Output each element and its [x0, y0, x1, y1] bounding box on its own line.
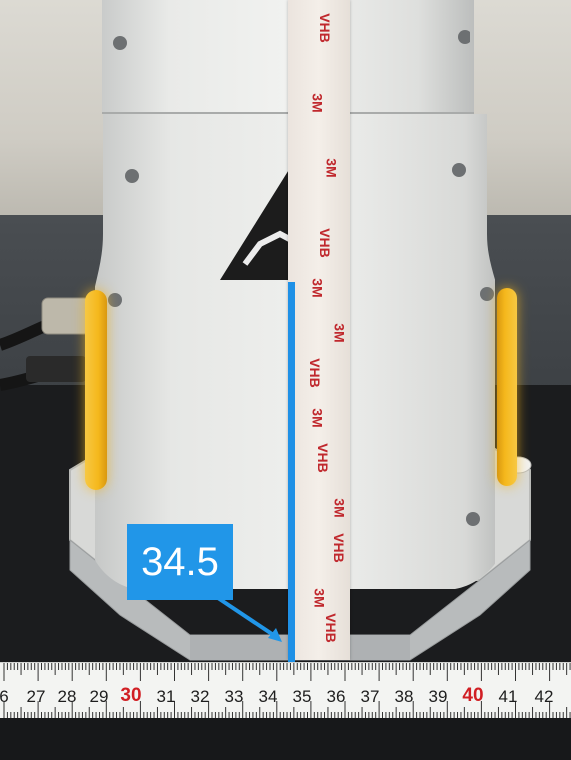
measurement-reading-box: 34.5: [127, 524, 233, 600]
ruler-number: 33: [224, 687, 244, 706]
upper-screws: [113, 30, 470, 50]
ruler-number-highlighted: 30: [120, 685, 142, 706]
tape-brand-mark: 3M: [331, 498, 348, 518]
measuring-tape-ruler: 6 27 28 29 30 31 32 33 34 35 36 37 38 39…: [0, 662, 571, 720]
measurement-indicator-line: [288, 282, 295, 664]
measurement-reading: 34.5: [141, 539, 219, 584]
status-light-left: [85, 290, 107, 490]
tape-product-mark: VHB: [316, 13, 333, 43]
floor-shadow: [0, 718, 571, 760]
tape-brand-mark: 3M: [309, 278, 326, 298]
ruler-number: 38: [394, 687, 414, 706]
ruler-number: 42: [534, 687, 554, 706]
ruler-number: 29: [89, 687, 109, 706]
tape-brand-mark: 3M: [323, 158, 340, 178]
tape-brand-mark: 3M: [311, 588, 328, 608]
ruler-number: 37: [360, 687, 380, 706]
tape-product-mark: VHB: [322, 613, 339, 643]
ruler-number: 32: [190, 687, 210, 706]
ruler-number: 28: [57, 687, 77, 706]
ruler-number: 6: [0, 687, 9, 706]
ruler-number: 34: [258, 687, 278, 706]
ruler-number: 27: [26, 687, 46, 706]
ruler-number: 31: [156, 687, 176, 706]
tape-brand-mark: 3M: [309, 93, 326, 113]
tape-product-mark: VHB: [314, 443, 331, 473]
status-light-right: [497, 288, 517, 486]
reading-arrow: [216, 596, 282, 642]
tape-product-mark: VHB: [316, 228, 333, 258]
tape-brand-mark: 3M: [331, 323, 348, 343]
ruler-number: 39: [428, 687, 448, 706]
tape-product-mark: VHB: [306, 358, 323, 388]
ruler-ticks: [3, 663, 571, 719]
cables: [0, 297, 91, 391]
ruler-number: 36: [326, 687, 346, 706]
tape-brand-mark: 3M: [309, 408, 326, 428]
tape-strip: 3M VHB 3M VHB 3M 3M VHB 3M VHB 3M VHB 3M…: [288, 0, 350, 660]
ruler-number: 41: [498, 687, 518, 706]
tape-product-mark: VHB: [330, 533, 347, 563]
ruler-number-highlighted: 40: [462, 685, 484, 706]
ruler-number: 35: [292, 687, 312, 706]
